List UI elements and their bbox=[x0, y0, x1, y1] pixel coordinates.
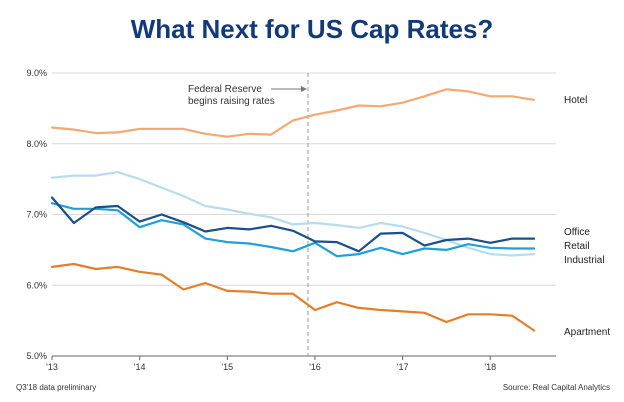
y-tick-label: 9.0% bbox=[26, 68, 47, 78]
x-tick-label: '14 bbox=[134, 362, 146, 372]
series-label-office: Office bbox=[564, 227, 590, 238]
x-tick-label: '17 bbox=[397, 362, 409, 372]
y-tick-label: 6.0% bbox=[26, 280, 47, 290]
fed-annotation: Federal Reserve begins raising rates bbox=[188, 73, 309, 356]
footnote-source: Source: Real Capital Analytics bbox=[502, 383, 610, 392]
series-lines bbox=[50, 88, 536, 332]
fed-annotation-text-line2: begins raising rates bbox=[188, 96, 275, 107]
series-label-hotel: Hotel bbox=[564, 95, 587, 106]
series-label-retail: Retail bbox=[564, 241, 590, 252]
fed-annotation-text-line1: Federal Reserve bbox=[188, 84, 262, 95]
chart-title: What Next for US Cap Rates? bbox=[130, 14, 494, 44]
grid bbox=[52, 72, 556, 357]
series-line-retail bbox=[50, 202, 536, 258]
x-tick-label: '15 bbox=[221, 362, 233, 372]
fed-annotation-arrowhead bbox=[300, 86, 307, 92]
y-tick-label: 5.0% bbox=[26, 351, 47, 361]
series-label-apartment: Apartment bbox=[564, 327, 610, 338]
footnote-preliminary: Q3'18 data preliminary bbox=[16, 383, 97, 392]
y-tick-label: 8.0% bbox=[26, 139, 47, 149]
series-line-industrial bbox=[50, 171, 536, 257]
series-line-office bbox=[50, 196, 536, 253]
series-label-industrial: Industrial bbox=[564, 255, 605, 266]
x-tick-label: '13 bbox=[46, 362, 58, 372]
y-tick-label: 7.0% bbox=[26, 210, 47, 220]
series-line-hotel bbox=[50, 88, 536, 138]
x-axis-ticks: '13 '14 '15 '16 '17 '18 bbox=[46, 356, 496, 372]
series-labels: Hotel Office Retail Industrial Apartment bbox=[564, 95, 610, 338]
x-tick-label: '18 bbox=[484, 362, 496, 372]
x-tick-label: '16 bbox=[309, 362, 321, 372]
y-axis-ticks: 5.0% 6.0% 7.0% 8.0% 9.0% bbox=[26, 68, 47, 361]
series-line-apartment bbox=[50, 262, 536, 332]
